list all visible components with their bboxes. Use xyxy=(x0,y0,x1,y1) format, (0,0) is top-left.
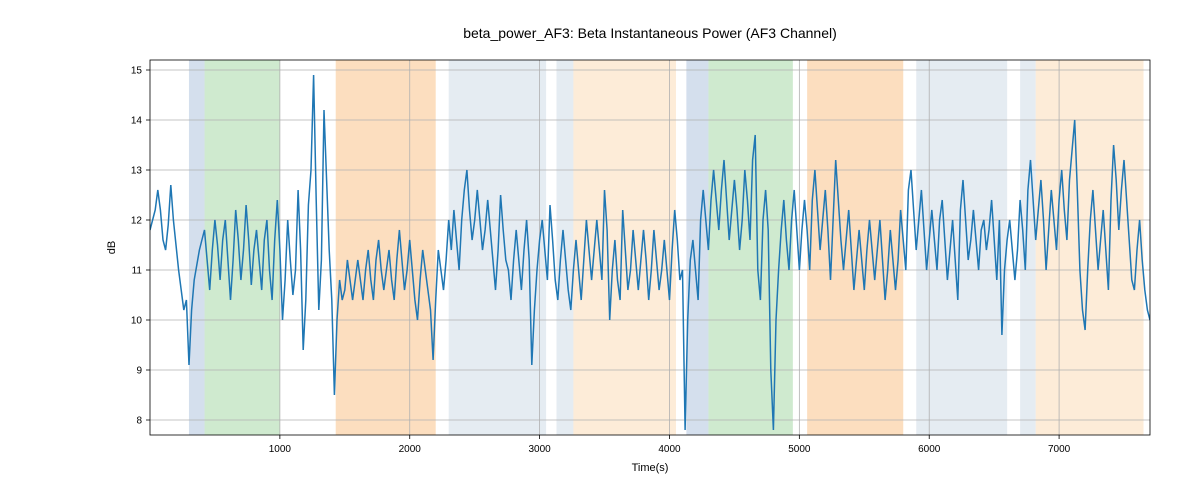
y-tick-label: 13 xyxy=(131,166,143,177)
y-tick-label: 10 xyxy=(131,316,143,327)
region-2 xyxy=(336,60,436,435)
chart-title: beta_power_AF3: Beta Instantaneous Power… xyxy=(463,25,837,41)
x-tick-label: 6000 xyxy=(918,444,941,455)
x-tick-label: 7000 xyxy=(1048,444,1071,455)
y-tick-label: 15 xyxy=(131,66,143,77)
y-tick-label: 8 xyxy=(136,416,142,427)
chart-root: beta_power_AF3: Beta Instantaneous Power… xyxy=(0,0,1200,500)
y-tick-label: 11 xyxy=(132,266,143,277)
y-tick-label: 12 xyxy=(131,216,143,227)
region-6 xyxy=(686,60,708,435)
y-tick-label: 9 xyxy=(136,366,142,377)
x-tick-label: 4000 xyxy=(658,444,681,455)
x-axis-label: Time(s) xyxy=(632,462,669,474)
x-tick-label: 1000 xyxy=(269,444,292,455)
region-10 xyxy=(1020,60,1036,435)
region-9 xyxy=(916,60,1007,435)
y-tick-label: 14 xyxy=(131,116,143,127)
region-0 xyxy=(189,60,205,435)
region-3 xyxy=(449,60,546,435)
x-tick-label: 2000 xyxy=(399,444,422,455)
x-tick-label: 3000 xyxy=(528,444,551,455)
x-tick-label: 5000 xyxy=(788,444,811,455)
y-axis-label: dB xyxy=(106,241,118,254)
